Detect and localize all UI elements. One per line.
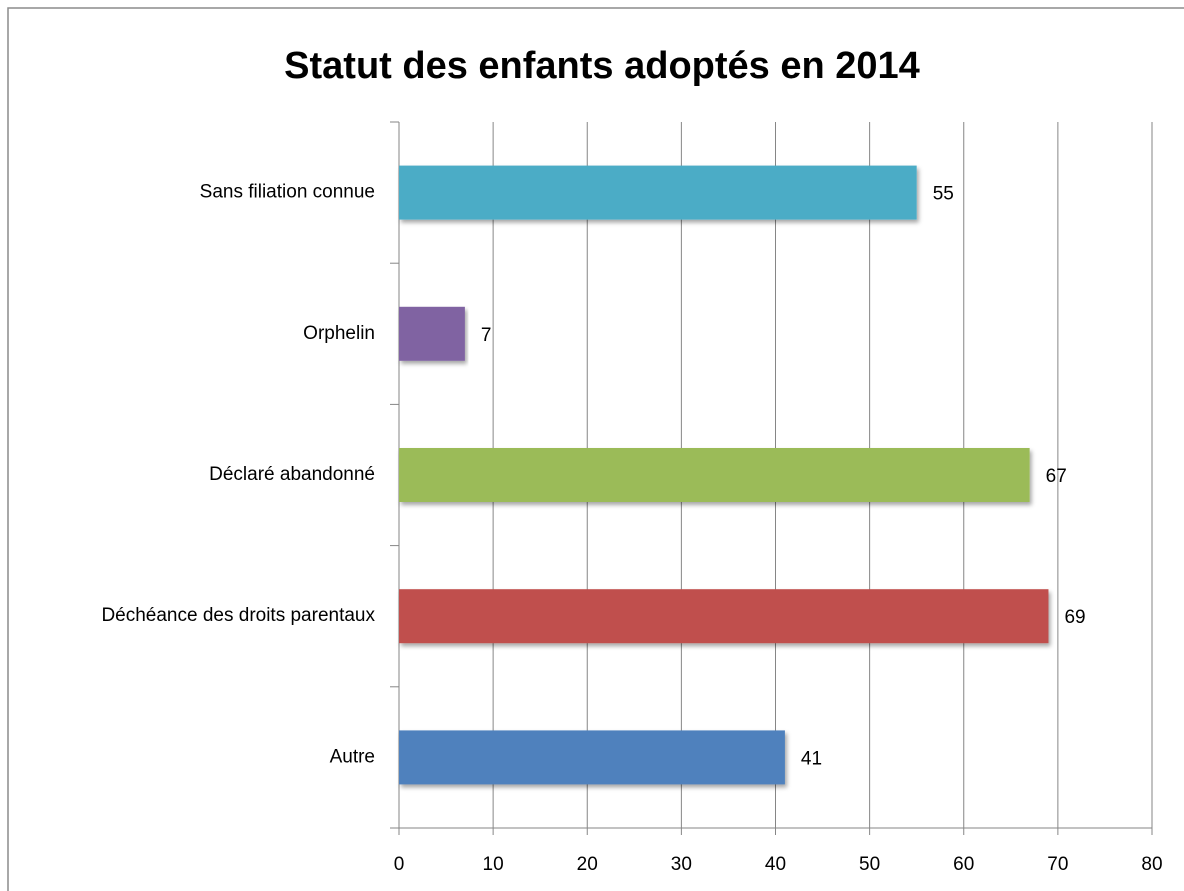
value-label: 69	[1064, 607, 1085, 628]
x-tick-label: 40	[765, 854, 786, 875]
bar	[399, 448, 1030, 502]
x-tick-label: 0	[394, 854, 405, 875]
bar	[399, 589, 1049, 644]
x-tick-label: 20	[577, 854, 598, 875]
bar	[399, 730, 785, 785]
value-label: 67	[1046, 466, 1067, 487]
y-tick-label: Orphelin	[303, 323, 375, 344]
value-label: 41	[801, 748, 822, 769]
bar	[399, 165, 917, 220]
chart-title: Statut des enfants adoptés en 2014	[284, 45, 920, 87]
y-tick-label: Déchéance des droits parentaux	[101, 605, 375, 626]
y-tick-label: Sans filiation connue	[200, 182, 375, 203]
y-tick-label: Autre	[330, 746, 375, 767]
bar	[399, 306, 465, 361]
x-tick-label: 30	[671, 854, 692, 875]
x-tick-label: 60	[953, 854, 974, 875]
x-tick-label: 10	[483, 854, 504, 875]
x-tick-label: 50	[859, 854, 880, 875]
value-label: 55	[933, 184, 954, 205]
x-tick-label: 70	[1047, 854, 1068, 875]
x-tick-label: 80	[1141, 854, 1162, 875]
value-label: 7	[481, 325, 492, 346]
y-tick-label: Déclaré abandonné	[209, 464, 375, 485]
